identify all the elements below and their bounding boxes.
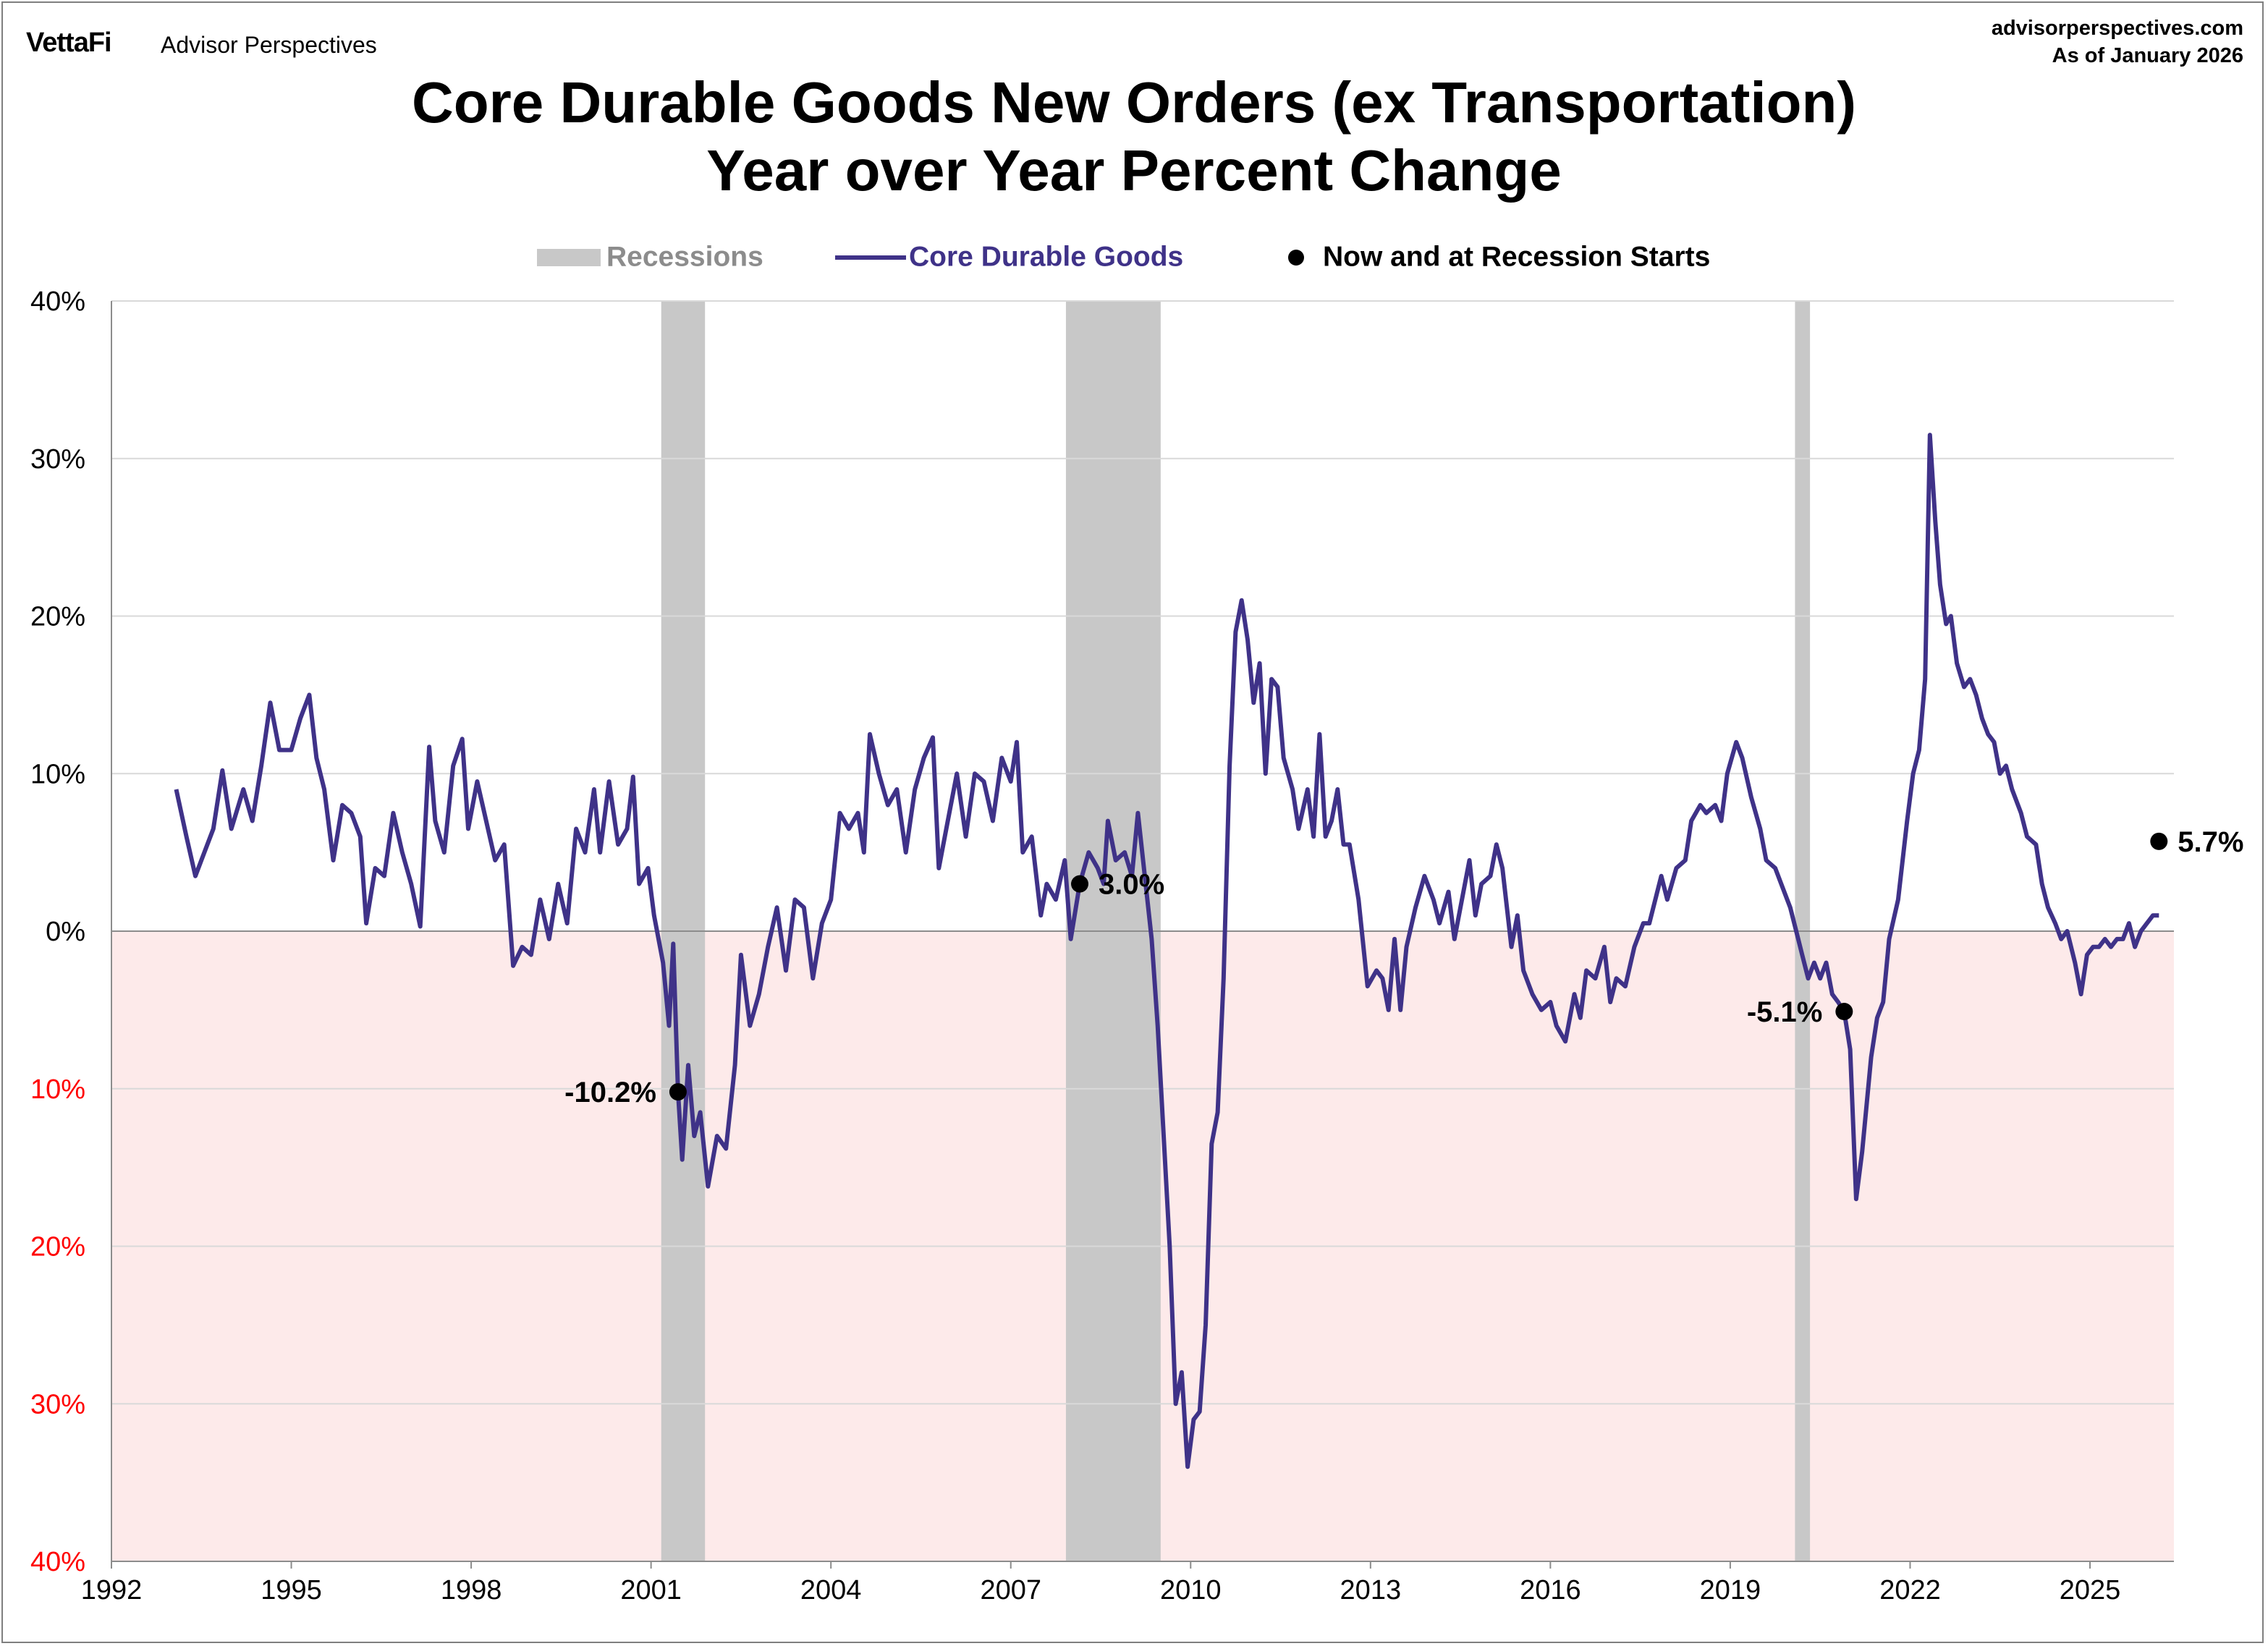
y-tick-label: 30% [30, 444, 85, 475]
recession-start-marker [2150, 832, 2168, 850]
legend-recession-swatch [537, 248, 601, 266]
legend-markers: Now and at Recession Starts [1288, 240, 1710, 273]
y-tick-label: 40% [30, 1547, 85, 1577]
legend-series: Core Durable Goods [835, 240, 1183, 273]
x-tick-label: 2010 [1160, 1575, 1222, 1605]
legend-recessions: Recessions [537, 240, 763, 273]
x-tick-label: 2004 [800, 1575, 862, 1605]
x-tick-label: 2001 [620, 1575, 682, 1605]
x-tick-label: 2022 [1879, 1575, 1941, 1605]
x-tick-label: 2007 [980, 1575, 1041, 1605]
legend-markers-label: Now and at Recession Starts [1323, 241, 1711, 273]
source-site: advisorperspectives.com [1991, 17, 2243, 40]
y-tick-label: 10% [30, 759, 85, 789]
recession-start-marker [669, 1083, 687, 1101]
chart-title-line1: Core Durable Goods New Orders (ex Transp… [412, 70, 1856, 135]
legend-dot-swatch [1288, 249, 1304, 266]
marker-label: -10.2% [564, 1077, 656, 1108]
legend-recessions-label: Recessions [606, 241, 763, 273]
x-tick-label: 2013 [1340, 1575, 1402, 1605]
x-tick-label: 2019 [1700, 1575, 1761, 1605]
marker-label: 3.0% [1099, 869, 1164, 901]
source-info: advisorperspectives.com As of January 20… [1992, 14, 2243, 69]
x-tick-label: 1998 [441, 1575, 502, 1605]
x-tick-label: 2025 [2060, 1575, 2121, 1605]
as-of-date: As of January 2026 [2052, 44, 2243, 67]
legend-line-swatch [835, 255, 906, 260]
y-tick-label: 20% [30, 602, 85, 632]
legend-series-label: Core Durable Goods [909, 241, 1184, 273]
y-tick-label: 20% [30, 1232, 85, 1263]
y-tick-label: 40% [30, 287, 85, 317]
x-tick-label: 2016 [1520, 1575, 1581, 1605]
x-tick-label: 1995 [261, 1575, 322, 1605]
chart-title-line2: Year over Year Percent Change [706, 138, 1562, 203]
brand-subtitle: Advisor Perspectives [161, 32, 377, 58]
recession-start-marker [1835, 1003, 1853, 1021]
y-tick-label: 10% [30, 1074, 85, 1105]
x-tick-label: 1992 [81, 1575, 143, 1605]
brand-logo: VettaFi [26, 27, 112, 58]
series-line-core-durable-goods [174, 433, 2159, 1469]
y-tick-label: 30% [30, 1389, 85, 1420]
marker-label: -5.1% [1747, 996, 1823, 1028]
recession-start-marker [1071, 875, 1089, 893]
marker-label: 5.7% [2178, 826, 2243, 858]
y-tick-label: 0% [46, 917, 85, 947]
